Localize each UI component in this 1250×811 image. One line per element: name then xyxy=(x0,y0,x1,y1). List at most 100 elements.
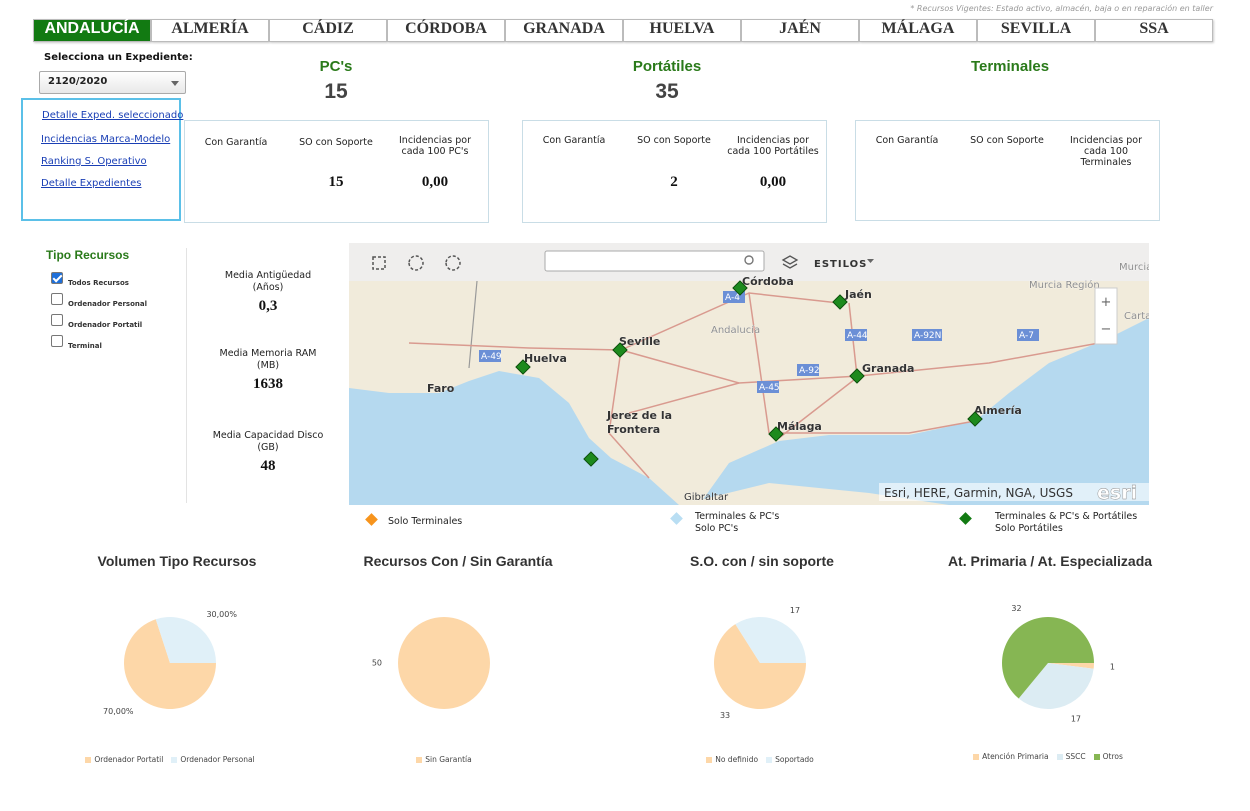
legend-marker xyxy=(670,512,683,525)
pie-legend: Sin Garantía xyxy=(334,755,554,764)
legend-label: Ordenador Portatil xyxy=(94,755,164,764)
checkbox[interactable] xyxy=(51,314,63,326)
nav-link[interactable]: Detalle Exped. seleccionado xyxy=(42,110,184,121)
legend-swatch xyxy=(766,756,773,763)
average-value: 48 xyxy=(260,458,276,474)
kpi-column-label: Con Garantía xyxy=(542,135,606,146)
map-marker xyxy=(583,451,599,467)
region-tab[interactable]: JAÉN xyxy=(741,19,859,42)
map-marker xyxy=(967,411,983,427)
average-unit: (GB) xyxy=(257,442,279,453)
pie-slice xyxy=(735,617,806,663)
place-label: Frontera xyxy=(607,423,660,436)
legend-label: Soportado xyxy=(775,755,814,764)
links-box xyxy=(21,98,181,221)
kpi-box xyxy=(855,120,1160,221)
expediente-select[interactable]: 2120/2020 xyxy=(39,71,186,94)
filter-title: Tipo Recursos xyxy=(46,248,130,262)
place-label: Granada xyxy=(862,362,914,375)
kpi-column-label: Con Garantía xyxy=(204,137,268,148)
region-tab[interactable]: MÁLAGA xyxy=(859,19,977,42)
legend-swatch xyxy=(1056,753,1063,760)
region-tab[interactable]: CÁDIZ xyxy=(269,19,387,42)
pie-slice xyxy=(1018,663,1094,709)
kpi-box xyxy=(184,120,489,223)
pie-legend: Atención Primaria SSCC Otros xyxy=(938,752,1158,761)
region-tab[interactable]: ALMERÍA xyxy=(151,19,269,42)
legend-text: Solo Portátiles xyxy=(995,523,1063,534)
legend-label: SSCC xyxy=(1065,752,1086,761)
place-label: Huelva xyxy=(524,352,567,365)
legend-label: Ordenador Personal xyxy=(180,755,255,764)
place-label: Jerez de la xyxy=(606,409,672,422)
legend-item: Atención Primaria xyxy=(973,752,1049,761)
map-marker xyxy=(732,280,748,296)
zoom-control xyxy=(1094,287,1118,345)
kpi-figure: 0,00 xyxy=(421,174,449,190)
chart-title: S.O. con / sin soporte xyxy=(690,553,834,569)
legend-swatch xyxy=(171,756,178,763)
checkbox[interactable] xyxy=(51,335,63,347)
region-tab[interactable]: SEVILLA xyxy=(977,19,1095,42)
place-label: Carta xyxy=(1124,311,1149,322)
kpi-title: PC's xyxy=(319,58,353,75)
checkbox[interactable] xyxy=(51,293,63,305)
road-label: A-7 xyxy=(1019,331,1034,341)
chart-title: Volumen Tipo Recursos xyxy=(97,553,257,569)
average-label: Media Antigüedad xyxy=(224,270,312,281)
place-label: Almería xyxy=(974,404,1022,417)
kpi-column-label: SO con Soporte xyxy=(637,135,711,146)
kpi-column-label: Incidencias por cada 100 Terminales xyxy=(1070,135,1142,168)
kpi-column-label: Incidencias por cada 100 Portátiles xyxy=(727,135,819,157)
legend-item: No definido xyxy=(706,755,758,764)
road xyxy=(748,292,770,434)
average-label: Media Capacidad Disco xyxy=(212,430,324,441)
legend-swatch xyxy=(85,756,92,763)
esri-logo: esri xyxy=(1097,482,1137,504)
pie-data-label: 32 xyxy=(1011,604,1021,613)
place-label: Jaén xyxy=(844,288,872,301)
checkbox[interactable] xyxy=(51,272,63,284)
search-icon xyxy=(744,255,754,265)
pie-data-label: 70,00% xyxy=(103,707,134,716)
place-label: Málaga xyxy=(777,420,822,433)
region-tab[interactable]: ANDALUCÍA xyxy=(33,19,151,42)
nav-link[interactable]: Incidencias Marca-Modelo xyxy=(41,134,171,145)
legend-marker xyxy=(365,513,378,526)
kpi-figure: 0,00 xyxy=(759,174,787,190)
region-tab[interactable]: SSA xyxy=(1095,19,1213,42)
legend-text: Solo Terminales xyxy=(388,516,463,527)
map-tool xyxy=(445,255,461,271)
nav-link[interactable]: Detalle Expedientes xyxy=(41,178,142,189)
checkbox-label: Ordenador Personal xyxy=(68,300,147,308)
road-shield xyxy=(912,329,942,341)
legend-item: Ordenador Personal xyxy=(171,755,255,764)
place-label: Faro xyxy=(427,382,455,395)
region-tab[interactable]: HUELVA xyxy=(623,19,741,42)
legend-item: Sin Garantía xyxy=(416,755,472,764)
road xyxy=(628,382,740,414)
road-label: A-49 xyxy=(481,352,502,362)
layers-icon xyxy=(781,255,799,269)
zoom-button: − xyxy=(1101,322,1112,337)
pie-chart: 70,00% 30,00% xyxy=(103,610,237,716)
region-tab[interactable]: GRANADA xyxy=(505,19,623,42)
kpi-title: Terminales xyxy=(970,58,1050,75)
road-shield xyxy=(1017,329,1039,341)
road-label: A-4 xyxy=(725,293,740,303)
pie-legend: Ordenador Portatil Ordenador Personal xyxy=(60,755,280,764)
region-tab[interactable]: CÓRDOBA xyxy=(387,19,505,42)
land xyxy=(349,243,1149,505)
road-shield xyxy=(757,381,779,393)
map-marker xyxy=(849,368,865,384)
average-value: 0,3 xyxy=(258,298,278,314)
road xyxy=(769,420,976,434)
pie-chart: 33 17 xyxy=(714,606,806,720)
nav-link[interactable]: Ranking S. Operativo xyxy=(41,156,147,167)
road-label: A-92N xyxy=(914,331,941,341)
pie-slice xyxy=(1048,663,1094,669)
kpi-title: Portátiles xyxy=(632,58,702,75)
pie-slice xyxy=(1002,617,1094,699)
pie-data-label: 33 xyxy=(720,711,730,720)
legend-label: No definido xyxy=(715,755,759,764)
